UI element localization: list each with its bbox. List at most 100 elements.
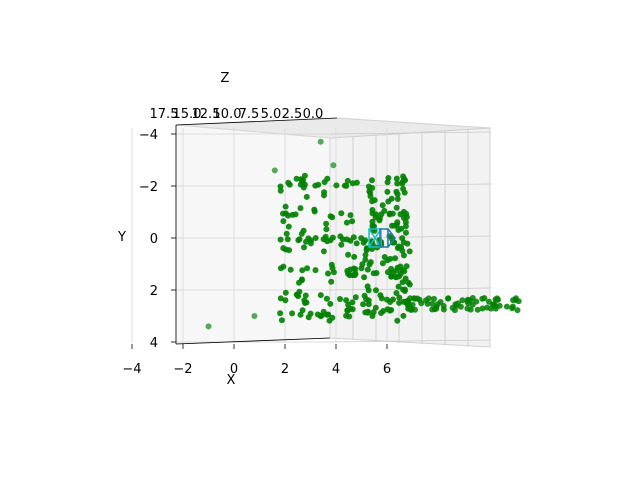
data-point (397, 263, 404, 270)
data-point (384, 269, 391, 276)
camera-frustum-2 (379, 228, 396, 248)
data-point (378, 211, 385, 218)
data-point (280, 218, 287, 225)
data-point (400, 208, 407, 215)
y-tick-label: 0 (150, 232, 158, 247)
z-tick-label: 15.0 (173, 107, 202, 122)
data-point (395, 227, 402, 233)
data-point (503, 303, 510, 310)
data-point (312, 235, 319, 241)
data-point (403, 263, 410, 270)
z-tick-label: 7.5 (239, 107, 260, 122)
data-point (362, 252, 369, 258)
data-point (394, 196, 401, 202)
z-axis-label: Z (221, 71, 230, 86)
data-point (361, 274, 368, 281)
data-point (425, 295, 432, 302)
data-point (402, 223, 409, 230)
data-point (338, 210, 345, 217)
data-point (317, 313, 324, 320)
data-point (346, 313, 353, 320)
data-point (402, 177, 408, 184)
data-point (347, 212, 354, 219)
data-point (343, 219, 350, 226)
data-point (282, 297, 289, 304)
data-point (323, 220, 330, 227)
data-point (297, 311, 304, 318)
data-point (396, 294, 403, 301)
data-point (393, 204, 400, 211)
data-point (325, 270, 331, 277)
data-point (454, 300, 461, 307)
data-point (390, 239, 396, 246)
data-point (277, 187, 284, 194)
data-point (351, 272, 358, 279)
data-point (385, 175, 392, 181)
data-point (301, 297, 308, 304)
data-point (394, 245, 401, 251)
data-point (285, 179, 292, 186)
data-point (329, 314, 336, 321)
data-point (392, 255, 399, 262)
data-point (403, 214, 410, 221)
data-point (293, 175, 300, 182)
data-point (323, 226, 330, 233)
data-point (393, 267, 400, 274)
data-point (317, 138, 324, 145)
data-point (289, 310, 296, 317)
data-point (395, 283, 402, 290)
data-point (289, 211, 296, 218)
data-point (407, 295, 414, 302)
data-point (347, 305, 354, 312)
data-point (349, 218, 356, 225)
data-point (282, 289, 289, 296)
z-tick-label: 12.5 (192, 107, 221, 122)
grid-line-y-back (329, 287, 491, 291)
grid-line-y-back (329, 183, 491, 187)
data-point (429, 306, 436, 313)
data-point (394, 191, 401, 198)
data-point (373, 270, 380, 276)
grid-lines (131, 128, 491, 347)
data-point (352, 294, 359, 301)
grid-line-y-back (329, 339, 491, 343)
data-point (299, 267, 306, 274)
data-point (304, 265, 311, 272)
data-point (327, 300, 334, 307)
y-tick-label: 2 (150, 284, 158, 299)
camera-frustum-2-frame (379, 228, 389, 248)
data-point (449, 304, 456, 311)
data-point (300, 227, 307, 234)
camera-frustums (368, 228, 396, 248)
data-point (394, 219, 401, 226)
x-tick-label: 0 (230, 362, 238, 377)
data-point (287, 266, 294, 273)
data-point (431, 295, 437, 302)
data-point (362, 256, 369, 263)
data-point (459, 297, 466, 304)
data-point (303, 238, 309, 245)
grid-line-y-back (329, 131, 491, 135)
data-point (365, 183, 372, 190)
data-point (353, 240, 360, 247)
data-point (479, 295, 486, 302)
data-point (327, 213, 334, 220)
data-point (341, 182, 348, 189)
data-point (371, 197, 378, 204)
data-point (369, 218, 376, 225)
data-point (469, 295, 476, 301)
data-point (360, 301, 367, 308)
data-point (440, 303, 447, 309)
data-point (429, 300, 436, 307)
data-point (277, 295, 284, 302)
data-point (479, 305, 486, 312)
axis-labels: X Y Z (117, 71, 236, 388)
data-point (492, 305, 499, 312)
data-point (333, 182, 340, 189)
data-point (389, 222, 395, 229)
data-point (379, 202, 386, 209)
data-point (321, 189, 328, 196)
x-tick-label: 6 (383, 362, 391, 377)
data-point (320, 236, 327, 243)
data-point (393, 290, 400, 296)
